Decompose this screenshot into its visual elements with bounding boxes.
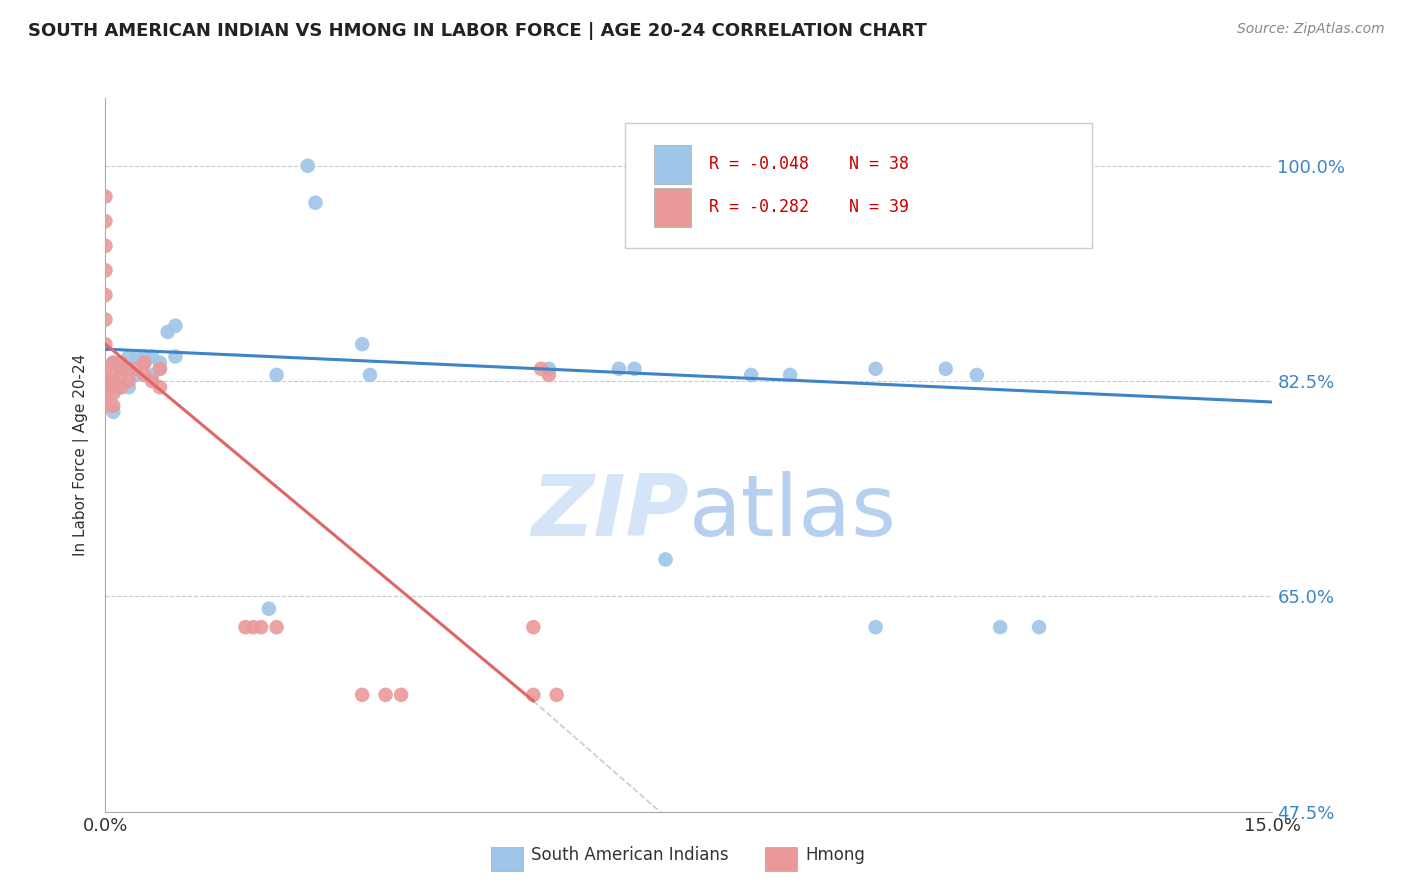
Point [118, 350, 141, 364]
Point [740, 368, 762, 382]
Point [266, 620, 288, 634]
Point [141, 350, 163, 364]
Point [94, 361, 117, 376]
FancyBboxPatch shape [491, 847, 523, 871]
Point [103, 374, 125, 388]
Point [935, 361, 957, 376]
FancyBboxPatch shape [765, 847, 797, 871]
Point [896, 159, 918, 173]
Point [235, 620, 257, 634]
Point [374, 688, 396, 702]
Point [257, 601, 280, 615]
Point [141, 368, 163, 382]
Point [110, 361, 132, 376]
Point [352, 688, 374, 702]
Point [103, 356, 125, 370]
Point [94, 239, 117, 253]
Point [149, 361, 172, 376]
Point [297, 159, 319, 173]
Point [94, 312, 117, 326]
Point [156, 325, 179, 339]
Point [103, 405, 125, 419]
Point [134, 356, 156, 370]
FancyBboxPatch shape [654, 145, 692, 184]
Point [94, 189, 117, 203]
Point [94, 399, 117, 413]
Text: SOUTH AMERICAN INDIAN VS HMONG IN LABOR FORCE | AGE 20-24 CORRELATION CHART: SOUTH AMERICAN INDIAN VS HMONG IN LABOR … [28, 22, 927, 40]
Point [149, 361, 172, 376]
Point [546, 688, 568, 702]
Point [134, 350, 156, 364]
Point [266, 368, 288, 382]
Point [110, 368, 132, 382]
Point [94, 337, 117, 351]
FancyBboxPatch shape [624, 123, 1091, 248]
Point [118, 374, 141, 388]
Text: atlas: atlas [689, 470, 897, 554]
Text: Source: ZipAtlas.com: Source: ZipAtlas.com [1237, 22, 1385, 37]
Text: R = -0.282    N = 39: R = -0.282 N = 39 [709, 198, 908, 216]
Point [94, 374, 117, 388]
Point [911, 183, 934, 197]
Point [607, 361, 630, 376]
Point [623, 361, 645, 376]
Text: Hmong: Hmong [806, 846, 866, 863]
Text: R = -0.048    N = 38: R = -0.048 N = 38 [709, 155, 908, 173]
Point [94, 386, 117, 401]
Point [165, 350, 187, 364]
Point [94, 263, 117, 277]
Point [134, 356, 156, 370]
Point [141, 374, 163, 388]
Point [110, 380, 132, 394]
Point [966, 368, 988, 382]
Point [125, 368, 148, 382]
Point [110, 380, 132, 394]
Point [103, 380, 125, 394]
FancyBboxPatch shape [654, 187, 692, 227]
Point [103, 356, 125, 370]
Point [165, 318, 187, 333]
Point [149, 380, 172, 394]
Point [149, 356, 172, 370]
Point [654, 552, 676, 566]
Text: South American Indians: South American Indians [531, 846, 730, 863]
Point [779, 368, 801, 382]
Point [250, 620, 273, 634]
Point [125, 350, 148, 364]
Point [94, 288, 117, 302]
Point [537, 361, 560, 376]
Point [125, 361, 148, 376]
Point [352, 337, 374, 351]
Point [530, 361, 553, 376]
Point [537, 368, 560, 382]
Point [94, 214, 117, 228]
Point [865, 361, 887, 376]
Point [103, 399, 125, 413]
Point [103, 368, 125, 382]
Point [522, 620, 544, 634]
Point [118, 361, 141, 376]
Point [242, 620, 264, 634]
Point [118, 380, 141, 394]
Point [304, 195, 326, 210]
Point [389, 688, 412, 702]
Point [359, 368, 381, 382]
Point [103, 386, 125, 401]
Text: ZIP: ZIP [531, 470, 689, 554]
Point [988, 620, 1011, 634]
Point [865, 620, 887, 634]
Point [110, 356, 132, 370]
Point [1028, 620, 1050, 634]
Point [522, 688, 544, 702]
Point [134, 368, 156, 382]
Y-axis label: In Labor Force | Age 20-24: In Labor Force | Age 20-24 [73, 354, 90, 556]
